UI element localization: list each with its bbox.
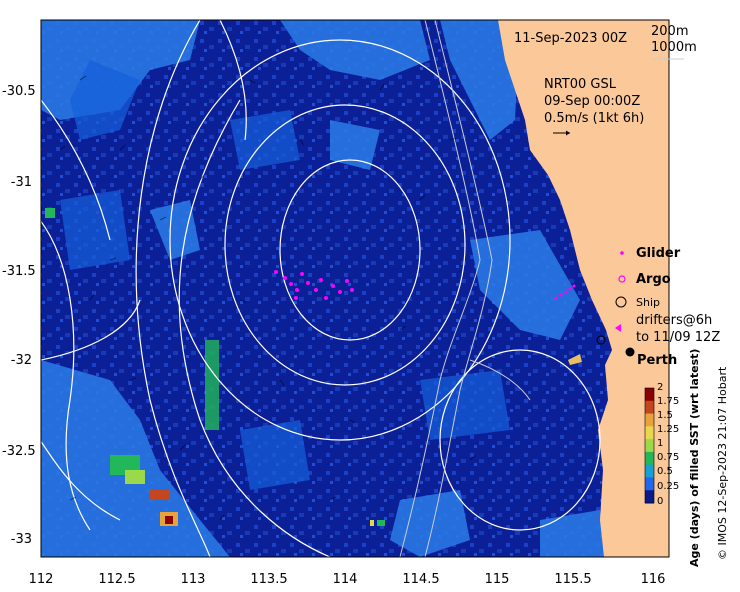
y-tick: -31.5 <box>2 264 32 279</box>
argo-legend-label: Argo <box>636 273 671 286</box>
x-tick: 112.5 <box>97 572 137 587</box>
colorbar-tick: 1.5 <box>657 410 673 421</box>
colorbar <box>645 388 654 504</box>
credit-text: © IMOS 12-Sep-2023 21:07 Hobart <box>716 367 729 560</box>
current-source-label: NRT00 GSL <box>544 78 616 91</box>
contour-1000m-label: 1000m <box>651 41 697 54</box>
sst-map <box>0 0 740 592</box>
colorbar-title: Age (days) of filled SST (wrt latest) <box>688 349 701 567</box>
y-tick: -30.5 <box>2 84 32 99</box>
map-date-label: 11-Sep-2023 00Z <box>514 32 627 45</box>
colorbar-segment <box>645 477 654 490</box>
x-tick: 115.5 <box>553 572 593 587</box>
y-tick: -32.5 <box>2 444 32 459</box>
colorbar-tick: 2 <box>657 382 663 393</box>
colorbar-segment <box>645 414 654 427</box>
x-tick: 114 <box>325 572 365 587</box>
x-tick: 113.5 <box>249 572 289 587</box>
ship-legend-label: Ship <box>636 297 660 308</box>
x-tick: 116 <box>633 572 673 587</box>
colorbar-tick: 1.25 <box>657 424 679 435</box>
perth-marker <box>626 348 635 357</box>
colorbar-tick: 0.25 <box>657 481 679 492</box>
colorbar-tick: 1 <box>657 438 663 449</box>
glider-legend-label: Glider <box>636 247 680 260</box>
colorbar-segment <box>645 388 654 401</box>
y-tick: -33 <box>2 532 32 547</box>
current-scale-label: 0.5m/s (1kt 6h) <box>544 112 644 125</box>
x-tick: 112 <box>21 572 61 587</box>
current-date-label: 09-Sep 00:00Z <box>544 95 640 108</box>
colorbar-segment <box>645 439 654 452</box>
colorbar-segment <box>645 465 654 478</box>
contour-200m-label: 200m <box>651 25 688 38</box>
x-tick: 113 <box>173 572 213 587</box>
colorbar-segment <box>645 401 654 414</box>
colorbar-segment <box>645 490 654 503</box>
colorbar-segment <box>645 426 654 439</box>
drifters-legend-line2: to 11/09 12Z <box>636 331 720 344</box>
drifters-legend-line1: drifters@6h <box>636 314 712 327</box>
glider-legend-icon <box>620 251 624 255</box>
perth-label: Perth <box>637 354 677 367</box>
colorbar-tick: 0.75 <box>657 452 679 463</box>
colorbar-tick: 0 <box>657 496 663 507</box>
x-tick: 114.5 <box>401 572 441 587</box>
colorbar-tick: 0.5 <box>657 466 673 477</box>
y-tick: -31 <box>2 175 32 190</box>
colorbar-tick: 1.75 <box>657 396 679 407</box>
y-tick: -32 <box>2 353 32 368</box>
colorbar-segment <box>645 452 654 465</box>
x-tick: 115 <box>477 572 517 587</box>
